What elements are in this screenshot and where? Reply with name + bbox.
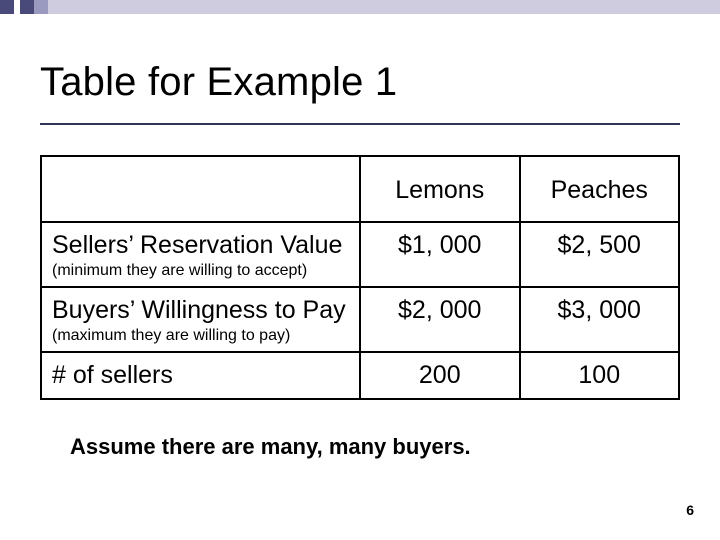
- cell-lemons: $1, 000: [360, 222, 520, 287]
- row-sublabel-text: (minimum they are willing to accept): [52, 262, 349, 280]
- cell-peaches: 100: [520, 352, 680, 399]
- row-label-text: Sellers’ Reservation Value: [52, 231, 342, 259]
- row-label-buyers-wtp: Buyers’ Willingness to Pay (maximum they…: [41, 287, 360, 352]
- row-label-text: Buyers’ Willingness to Pay: [52, 296, 346, 324]
- cell-lemons: $2, 000: [360, 287, 520, 352]
- footnote-text: Assume there are many, many buyers.: [40, 434, 680, 460]
- header-lemons: Lemons: [360, 156, 520, 222]
- header-blank: [41, 156, 360, 222]
- cell-lemons: 200: [360, 352, 520, 399]
- row-sublabel-text: (maximum they are willing to pay): [52, 327, 349, 345]
- slide-title: Table for Example 1: [40, 60, 680, 105]
- title-container: Table for Example 1: [40, 60, 680, 125]
- cell-peaches: $2, 500: [520, 222, 680, 287]
- page-number: 6: [686, 502, 694, 518]
- table-header-row: Lemons Peaches: [41, 156, 679, 222]
- table-row: # of sellers 200 100: [41, 352, 679, 399]
- row-label-sellers-reservation: Sellers’ Reservation Value (minimum they…: [41, 222, 360, 287]
- table-row: Buyers’ Willingness to Pay (maximum they…: [41, 287, 679, 352]
- header-peaches: Peaches: [520, 156, 680, 222]
- cell-peaches: $3, 000: [520, 287, 680, 352]
- slide-body: Table for Example 1 Lemons Peaches Selle…: [0, 0, 720, 540]
- example-table: Lemons Peaches Sellers’ Reservation Valu…: [40, 155, 680, 400]
- table-row: Sellers’ Reservation Value (minimum they…: [41, 222, 679, 287]
- row-label-text: # of sellers: [52, 361, 173, 389]
- row-label-num-sellers: # of sellers: [41, 352, 360, 399]
